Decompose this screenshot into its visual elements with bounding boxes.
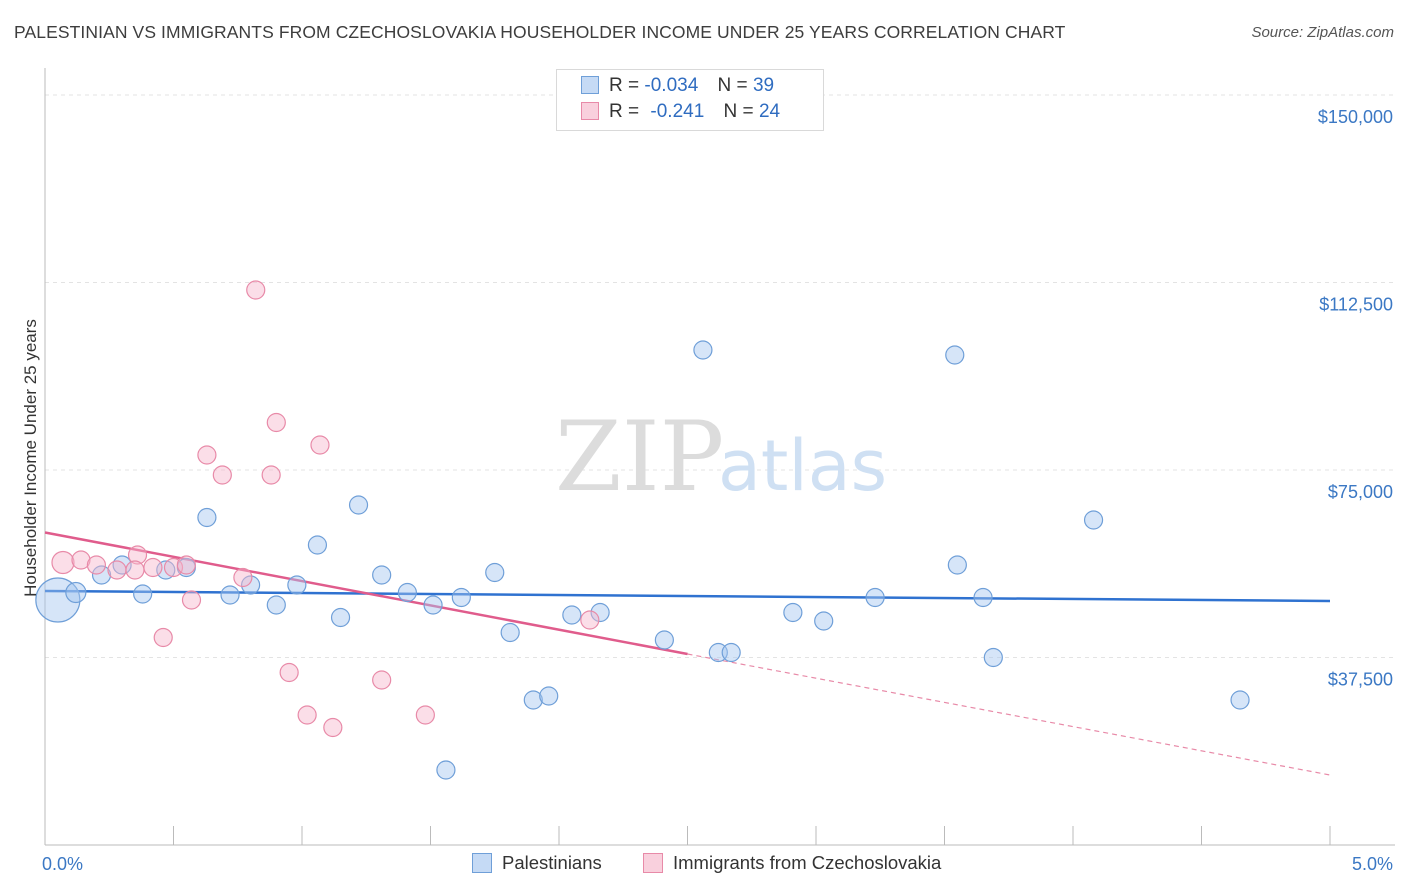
legend-n-value: 39 <box>752 75 775 96</box>
data-point <box>372 670 392 690</box>
data-point <box>580 610 600 630</box>
data-point <box>500 622 520 643</box>
data-point <box>983 647 1003 668</box>
data-point <box>125 560 145 580</box>
trend-line <box>44 531 688 656</box>
source-label: Source: ZipAtlas.com <box>1251 24 1394 41</box>
x-tick-label: 0.0% <box>42 854 83 874</box>
series-legend-label: Immigrants from Czechoslovakia <box>673 852 942 873</box>
series-legend-czechoslovakia: Immigrants from Czechoslovakia <box>643 852 941 874</box>
data-point <box>654 630 674 650</box>
data-point <box>143 557 163 578</box>
data-point <box>266 595 286 615</box>
legend-n-label: N = <box>717 75 748 96</box>
data-point <box>330 607 351 628</box>
series-legend: Palestinians Immigrants from Czechoslova… <box>0 852 1406 878</box>
x-tick-label: 5.0% <box>1352 854 1393 874</box>
data-point <box>814 611 834 631</box>
series-legend-palestinians: Palestinians <box>472 852 602 874</box>
data-point <box>783 602 803 623</box>
data-point <box>539 686 559 706</box>
legend-r-label: R = <box>609 75 640 96</box>
data-point <box>220 585 240 605</box>
data-point <box>436 760 456 780</box>
data-point <box>65 581 87 604</box>
legend-r-value: -0.241 <box>650 101 705 122</box>
data-point <box>415 705 435 725</box>
series-swatch-blue <box>472 853 492 873</box>
data-point <box>246 280 266 300</box>
correlation-legend: R = -0.034 N = 39 R = -0.241 N = 24 <box>556 69 824 131</box>
y-tick-label: $112,500 <box>1319 295 1393 315</box>
data-point <box>1230 690 1250 710</box>
data-point <box>181 590 202 610</box>
y-axis-title: Householder Income Under 25 years <box>21 319 40 597</box>
y-tick-label: $37,500 <box>1328 670 1393 690</box>
legend-n-value: 24 <box>758 101 781 122</box>
data-point <box>71 550 91 570</box>
data-point <box>107 560 127 580</box>
legend-r-label: R = <box>609 101 640 122</box>
data-point <box>451 587 471 608</box>
data-point <box>197 445 217 465</box>
data-point <box>307 535 328 555</box>
data-point <box>947 555 967 575</box>
legend-r-value: -0.034 <box>644 75 699 96</box>
data-point <box>297 705 317 725</box>
data-point <box>212 465 232 485</box>
data-point <box>693 340 713 360</box>
y-tick-label: $150,000 <box>1318 107 1393 127</box>
legend-swatch-blue <box>581 76 599 94</box>
data-point <box>127 545 148 565</box>
data-point <box>485 562 505 583</box>
data-point <box>423 595 443 615</box>
data-point <box>266 412 286 433</box>
data-point <box>323 717 343 738</box>
data-point <box>865 587 885 608</box>
y-tick-label: $75,000 <box>1328 482 1393 502</box>
data-point <box>176 555 196 575</box>
data-point <box>721 642 741 663</box>
data-points <box>35 280 1250 780</box>
data-point <box>310 435 330 455</box>
trend-line-extension <box>687 653 1331 776</box>
data-point <box>133 584 153 604</box>
data-point <box>51 550 75 575</box>
data-point <box>348 495 369 515</box>
watermark-zip: ZIP <box>555 401 724 513</box>
trend-line <box>44 589 1331 603</box>
watermark: ZIP atlas <box>555 401 887 513</box>
legend-row-palestinians: R = -0.034 N = 39 <box>581 75 774 101</box>
data-point <box>86 555 107 575</box>
data-point <box>287 575 307 595</box>
data-point <box>241 575 261 595</box>
data-point <box>261 465 281 485</box>
trend-lines <box>44 531 1331 776</box>
data-point <box>372 565 392 585</box>
data-point <box>91 565 112 585</box>
data-point <box>945 345 965 365</box>
axes <box>44 68 1395 846</box>
legend-swatch-pink <box>581 102 599 120</box>
series-swatch-pink <box>643 853 663 873</box>
data-point <box>1083 510 1104 530</box>
legend-n-label: N = <box>723 101 754 122</box>
data-point <box>397 582 417 603</box>
data-point <box>233 567 253 588</box>
data-point <box>590 602 610 623</box>
chart-title: PALESTINIAN VS IMMIGRANTS FROM CZECHOSLO… <box>14 22 1066 42</box>
data-point <box>153 627 173 648</box>
data-point <box>35 577 81 623</box>
watermark-atlas: atlas <box>718 425 887 507</box>
legend-row-czechoslovakia: R = -0.241 N = 24 <box>581 101 780 127</box>
series-legend-label: Palestinians <box>502 852 602 873</box>
data-point <box>279 662 299 683</box>
data-point <box>562 605 582 625</box>
data-point <box>973 587 993 608</box>
data-point <box>523 690 543 710</box>
tick-labels: $37,500 $75,000 $112,500 $150,000 0.0% 5.0% <box>42 107 1393 874</box>
data-point <box>197 507 217 528</box>
